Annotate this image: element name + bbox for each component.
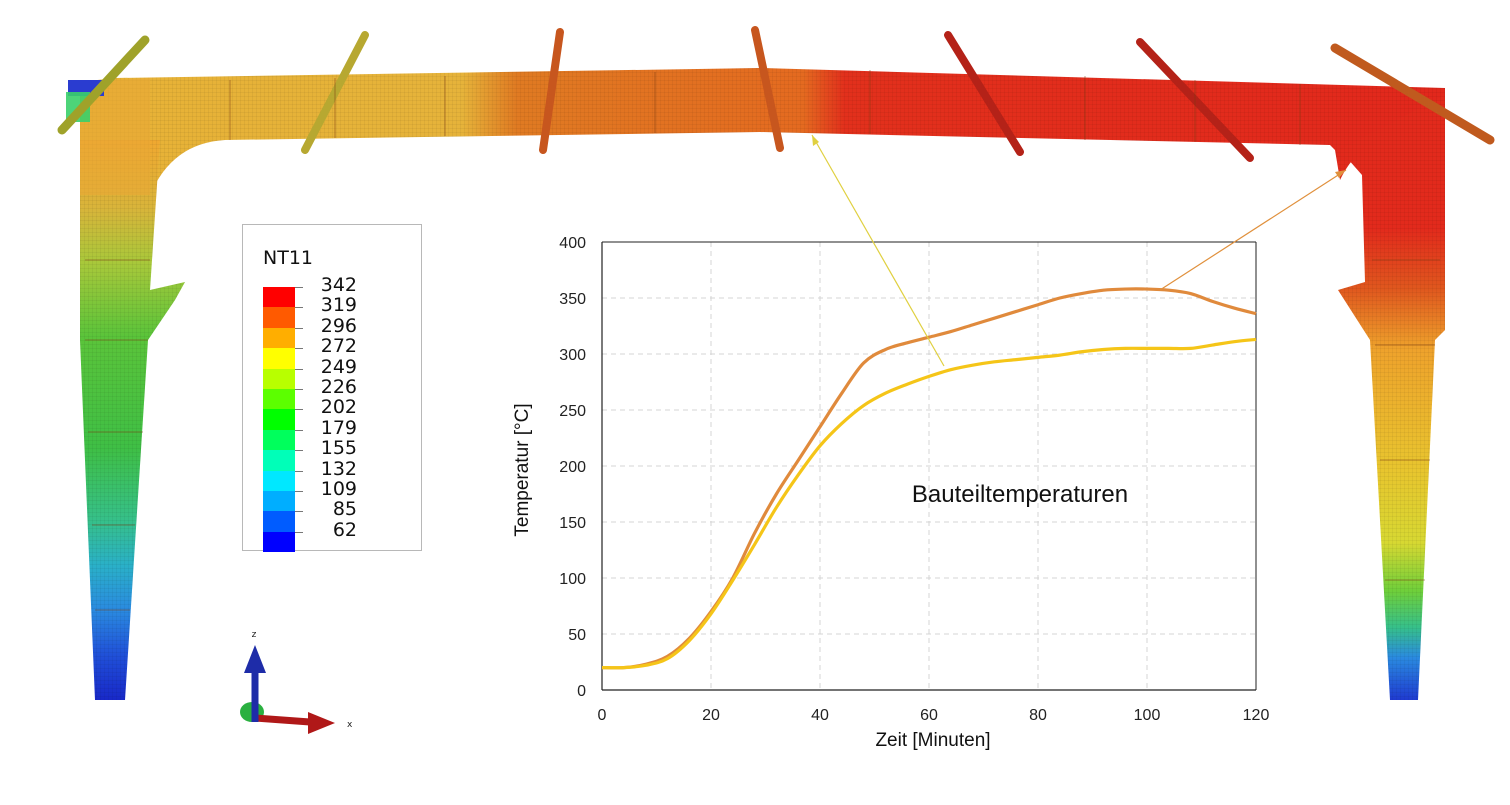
x-tick-labels: 0 20 40 60 80 100 120	[598, 707, 1270, 724]
legend-value: 296	[320, 314, 357, 337]
x-tick-label: 100	[1134, 707, 1161, 724]
y-axis-label: Temperatur [°C]	[512, 403, 533, 536]
legend-tick	[295, 348, 303, 350]
purlins	[57, 26, 1495, 162]
y-tick-label: 250	[559, 403, 586, 420]
legend-value: 62	[332, 518, 357, 541]
x-tick-label: 120	[1243, 707, 1270, 724]
legend-tick	[295, 287, 303, 288]
x-tick-label: 20	[702, 707, 720, 724]
x-tick-label: 0	[598, 707, 607, 724]
legend-swatch	[263, 409, 295, 430]
legend-swatch	[263, 429, 295, 451]
legend-swatch	[263, 450, 295, 471]
color-legend: NT11 342 319 296 272 249 226 202 179 155 132 109 85…	[242, 224, 422, 553]
arrow-yellow	[811, 134, 945, 367]
y-tick-label: 350	[559, 291, 586, 308]
legend-swatch	[263, 531, 295, 553]
y-tick-label: 300	[559, 347, 586, 364]
arrow-orange	[1159, 169, 1347, 291]
legend-tick	[295, 531, 303, 533]
legend-title: NT11	[263, 247, 313, 269]
legend-tick	[295, 368, 303, 370]
temperature-chart: 0 50 100 150 200 250 300 350 400 0 20 40 60 80 100 120…	[512, 134, 1347, 751]
legend-tick	[295, 429, 303, 431]
legend-value: 319	[320, 294, 357, 317]
legend-swatch	[263, 307, 295, 328]
y-tick-label: 100	[559, 571, 586, 588]
legend-tick	[295, 389, 303, 390]
legend-swatch	[263, 368, 295, 389]
fe-frame-model	[57, 26, 1495, 700]
y-tick-label: 150	[559, 515, 586, 532]
legend-tick	[295, 511, 303, 513]
y-tick-label: 200	[559, 459, 586, 476]
legend-swatch	[263, 491, 295, 512]
legend-tick	[295, 409, 303, 411]
legend-value: 155	[320, 437, 357, 460]
legend-value: 179	[320, 416, 357, 439]
legend-swatch	[263, 470, 295, 491]
pointer-arrows	[811, 134, 1347, 367]
legend-swatch	[263, 287, 295, 308]
legend-value: 249	[320, 355, 357, 378]
legend-tick	[295, 327, 303, 329]
y-tick-label: 400	[559, 235, 586, 252]
legend-value: 272	[320, 335, 357, 358]
legend-value: 202	[320, 396, 357, 419]
x-tick-label: 40	[811, 707, 829, 724]
legend-swatch	[263, 348, 295, 369]
legend-swatch	[263, 511, 295, 532]
y-tick-labels: 0 50 100 150 200 250 300 350 400	[559, 235, 586, 700]
axis-z-label: z	[252, 630, 257, 640]
legend-value: 132	[320, 457, 357, 480]
y-tick-label: 0	[577, 683, 586, 700]
legend-tick	[295, 470, 303, 472]
axis-x-label: x	[347, 720, 353, 730]
legend-value: 342	[320, 274, 357, 296]
legend-tick	[295, 491, 303, 492]
y-tick-label: 50	[568, 627, 586, 644]
legend-tick	[295, 307, 303, 309]
chart-frame	[601, 241, 1257, 691]
chart-title: Bauteiltemperaturen	[912, 481, 1128, 508]
legend-value: 226	[320, 376, 357, 398]
x-axis-label: Zeit [Minuten]	[875, 730, 990, 751]
series-line-yellow	[601, 337, 1257, 670]
legend-value: 109	[320, 478, 357, 500]
chart-series	[601, 287, 1257, 670]
x-tick-label: 60	[920, 707, 938, 724]
legend-value: 85	[332, 498, 357, 521]
legend-swatch	[263, 389, 295, 410]
x-tick-label: 80	[1029, 707, 1047, 724]
chart-background	[540, 225, 1280, 750]
legend-tick	[295, 450, 303, 452]
legend-swatch	[263, 327, 295, 349]
axes-triad: z x	[240, 630, 353, 734]
